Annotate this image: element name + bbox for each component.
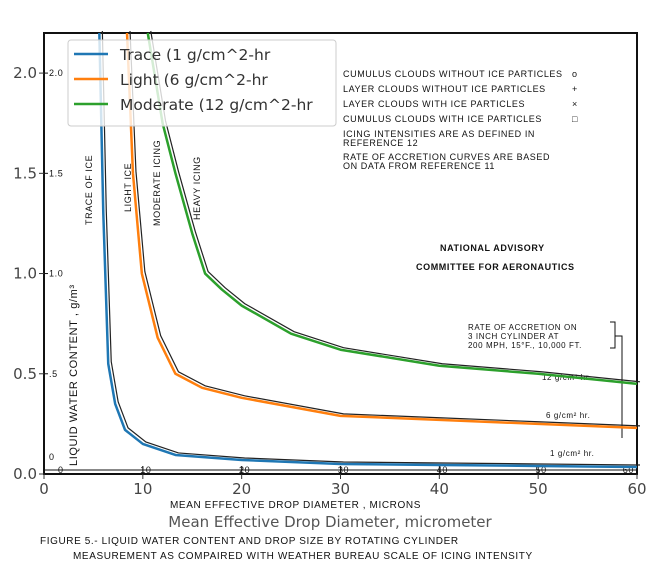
accretion-note: 200 MPH, 15°F., 10,000 FT. xyxy=(468,341,582,350)
scan-legend-label: LAYER CLOUDS WITH ICE PARTICLES xyxy=(343,99,525,109)
accretion-bracket xyxy=(610,321,623,438)
x-tick-label: 20 xyxy=(232,480,251,498)
scan-note: RATE OF ACCRETION CURVES ARE BASED xyxy=(343,152,550,162)
x-axis-label: Mean Effective Drop Diameter, micrometer xyxy=(168,513,492,531)
region-trace: TRACE OF ICE xyxy=(84,155,94,225)
region-moderate: MODERATE ICING xyxy=(152,140,162,226)
scan-caption-2: MEASUREMENT AS COMPAIRED WITH WEATHER BU… xyxy=(73,551,533,562)
scan-legend-label: LAYER CLOUDS WITHOUT ICE PARTICLES xyxy=(343,84,546,94)
scan-x-tick-label: 10 xyxy=(140,465,151,475)
scan-x-tick-label: 20 xyxy=(239,465,250,475)
scan-y-tick-label: 1.5 xyxy=(49,168,63,178)
scan-legend-label: CUMULUS CLOUDS WITHOUT ICE PARTICLES xyxy=(343,69,563,79)
legend-label-trace: Trace (1 g/cm^2-hr xyxy=(119,46,271,64)
scan-xlabel: MEAN EFFECTIVE DROP DIAMETER , MICRONS xyxy=(170,500,421,511)
x-tick-label: 30 xyxy=(331,480,350,498)
scan-x-tick-label: 50 xyxy=(536,465,547,475)
legend-label-moderate: Moderate (12 g/cm^2-hr xyxy=(120,96,313,114)
x-tick-label: 40 xyxy=(430,480,449,498)
scan-x-tick-label: 30 xyxy=(338,465,349,475)
scan-ylabel: LIQUID WATER CONTENT , g/m³ xyxy=(68,284,80,466)
curve-label-1: 1 g/cm² hr. xyxy=(550,449,594,458)
y-tick-label: 2.0 xyxy=(13,64,37,82)
scan-caption-1: FIGURE 5.- LIQUID WATER CONTENT AND DROP… xyxy=(40,536,459,547)
y-tick-label: 0.0 xyxy=(13,465,37,483)
scan-legend-symbol: □ xyxy=(572,114,578,124)
agency-line2: COMMITTEE FOR AERONAUTICS xyxy=(416,262,575,272)
agency-line1: NATIONAL ADVISORY xyxy=(440,243,545,253)
series-line-1 xyxy=(125,32,638,430)
scan-legend: CUMULUS CLOUDS WITHOUT ICE PARTICLES o L… xyxy=(343,69,578,171)
scan-x-tick-label: 60 xyxy=(623,465,634,475)
scan-y-tick-label: 1.0 xyxy=(49,269,63,279)
scan-y-tick-label: 0 xyxy=(49,452,55,462)
scan-x-tick-label: 40 xyxy=(437,465,448,475)
scan-note: ON DATA FROM REFERENCE 11 xyxy=(343,161,495,171)
x-tick-label: 10 xyxy=(133,480,152,498)
accretion-note: 3 INCH CYLINDER AT xyxy=(468,332,559,341)
scan-legend-symbol: × xyxy=(572,99,578,109)
scan-curve xyxy=(150,30,641,383)
series-line-0 xyxy=(98,32,638,469)
scan-curve xyxy=(129,30,641,427)
x-tick-label: 50 xyxy=(529,480,548,498)
y-tick-label: 1.0 xyxy=(13,265,37,283)
region-light: LIGHT ICE xyxy=(123,163,133,212)
legend-box xyxy=(67,39,337,127)
legend: Trace (1 g/cm^2-hr Light (6 g/cm^2-hr Mo… xyxy=(67,39,337,127)
scan-legend-label: CUMULUS CLOUDS WITH ICE PARTICLES xyxy=(343,114,542,124)
series-line-2 xyxy=(146,32,638,386)
y-tick-label: 0.5 xyxy=(13,365,37,383)
x-tick-label: 0 xyxy=(39,480,49,498)
scan-note: REFERENCE 12 xyxy=(343,138,418,148)
scan-legend-symbol: o xyxy=(572,69,578,79)
scan-x-tick-label: 0 xyxy=(58,465,64,475)
region-heavy: HEAVY ICING xyxy=(192,156,202,220)
scan-y-tick-label: .5 xyxy=(49,369,58,379)
accretion-note: RATE OF ACCRETION ON xyxy=(468,323,577,332)
curve-label-6: 6 g/cm² hr. xyxy=(546,411,590,420)
x-tick-label: 60 xyxy=(627,480,646,498)
scan-y-tick-label: 2.0 xyxy=(49,68,63,78)
scan-curve xyxy=(101,30,641,466)
y-tick-label: 1.5 xyxy=(13,164,37,182)
scan-legend-symbol: + xyxy=(572,84,578,94)
scan-note: ICING INTENSITIES ARE AS DEFINED IN xyxy=(343,129,535,139)
legend-label-light: Light (6 g/cm^2-hr xyxy=(120,71,268,89)
